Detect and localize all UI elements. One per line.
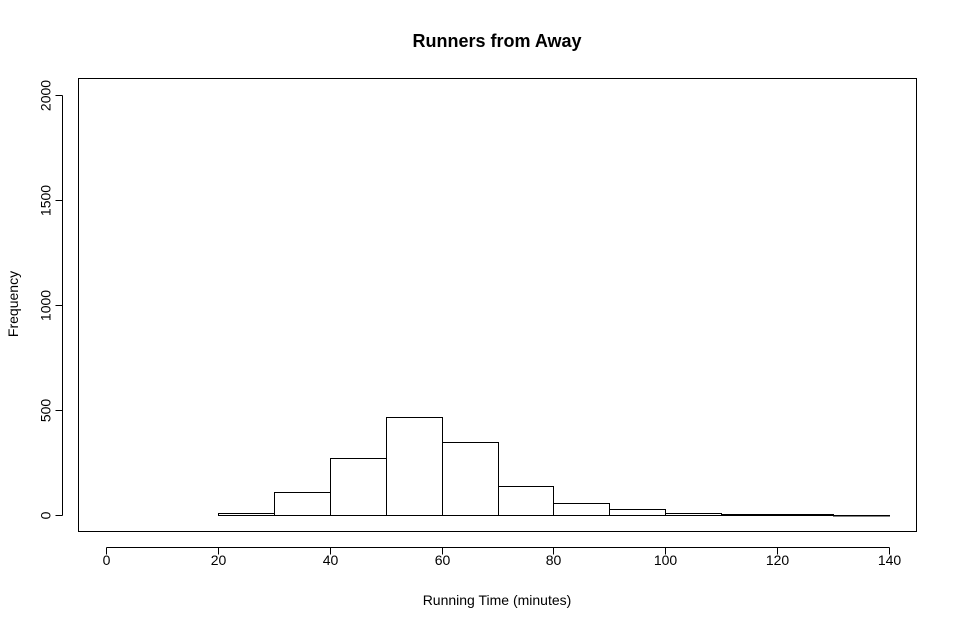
histogram-bar	[386, 417, 443, 516]
histogram-bar	[498, 486, 554, 516]
y-tick-label: 1500	[38, 185, 54, 216]
chart-title: Runners from Away	[412, 31, 581, 51]
x-axis-label: Running Time (minutes)	[423, 592, 572, 608]
y-tick-label: 0	[38, 511, 54, 519]
x-tick-label: 20	[211, 552, 227, 568]
y-axis-label: Frequency	[5, 271, 21, 337]
x-tick-label: 140	[878, 552, 902, 568]
x-tick-label: 40	[323, 552, 339, 568]
histogram-bar	[721, 514, 778, 516]
plot-area-box	[78, 78, 917, 532]
histogram-bar	[274, 492, 331, 516]
histogram-bar	[553, 503, 610, 516]
histogram-bar	[665, 513, 722, 516]
histogram-bar	[442, 442, 499, 516]
histogram-bar	[218, 513, 275, 516]
y-tick-label: 2000	[38, 80, 54, 111]
y-tick-label: 1000	[38, 290, 54, 321]
histogram-bar	[833, 515, 890, 517]
x-tick-label: 0	[103, 552, 111, 568]
histogram-bar	[330, 458, 387, 516]
y-tick-label: 500	[38, 399, 54, 423]
x-axis: 0 20 40 60 80 100 120 140	[103, 547, 902, 568]
y-axis: 0 500 1000 1500 2000	[38, 80, 63, 519]
x-tick-label: 60	[435, 552, 451, 568]
histogram-bar	[609, 509, 666, 516]
x-tick-label: 100	[654, 552, 678, 568]
histogram-bar	[777, 514, 834, 516]
bars-group	[218, 417, 890, 517]
x-tick-label: 120	[766, 552, 790, 568]
x-tick-label: 80	[546, 552, 562, 568]
